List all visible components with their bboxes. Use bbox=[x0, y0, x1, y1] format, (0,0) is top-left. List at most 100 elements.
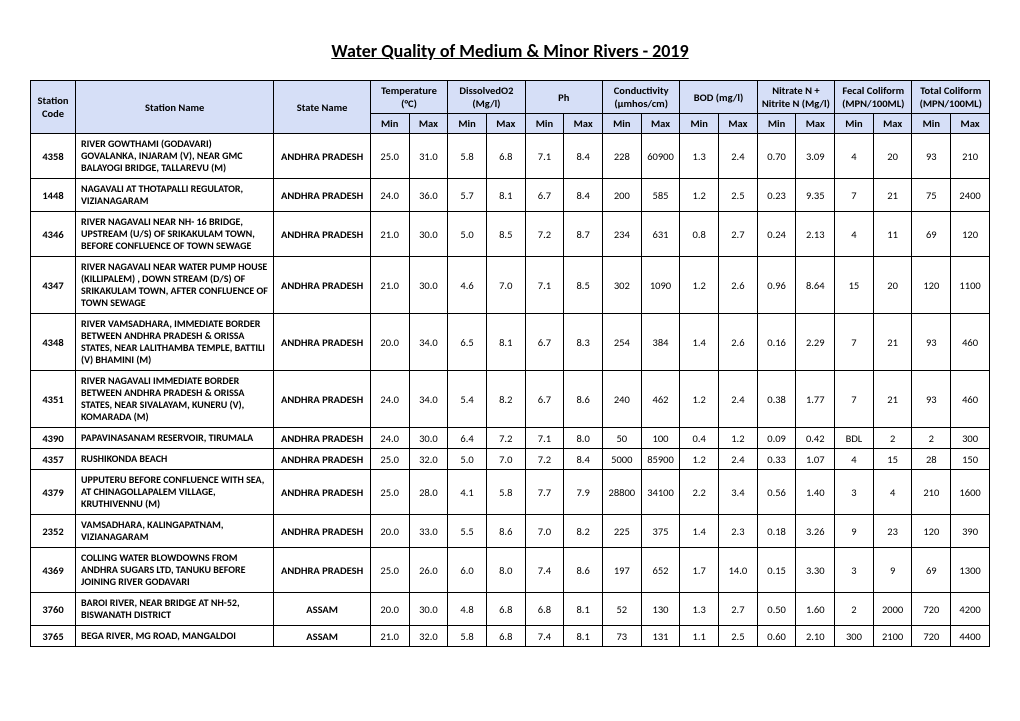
cell-value: 34100 bbox=[641, 470, 680, 515]
cell-value: 1.3 bbox=[680, 593, 719, 626]
cell-value: 1.2 bbox=[680, 449, 719, 470]
cell-state: ASSAM bbox=[274, 626, 370, 647]
cell-value: 8.4 bbox=[564, 179, 603, 212]
cell-value: 2.4 bbox=[719, 134, 758, 179]
cell-value: 210 bbox=[912, 470, 951, 515]
cell-value: 8.1 bbox=[486, 179, 525, 212]
cell-value: 21 bbox=[873, 371, 912, 428]
cell-value: 0.38 bbox=[757, 371, 796, 428]
cell-value: 100 bbox=[641, 428, 680, 449]
cell-value: 5.8 bbox=[448, 134, 487, 179]
cell-value: 7.4 bbox=[525, 626, 564, 647]
cell-value: 460 bbox=[951, 371, 990, 428]
cell-value: 300 bbox=[951, 428, 990, 449]
cell-value: 21.0 bbox=[370, 626, 409, 647]
cell-value: 30.0 bbox=[409, 257, 448, 314]
col-max: Max bbox=[796, 114, 835, 134]
cell-value: 21 bbox=[873, 179, 912, 212]
cell-value: 7.0 bbox=[525, 515, 564, 548]
cell-value: 8.5 bbox=[486, 212, 525, 257]
cell-value: 8.6 bbox=[564, 548, 603, 593]
cell-value: 7.2 bbox=[525, 212, 564, 257]
cell-state: ANDHRA PRADESH bbox=[274, 428, 370, 449]
cell-value: 73 bbox=[602, 626, 641, 647]
cell-value: 36.0 bbox=[409, 179, 448, 212]
cell-value: 4200 bbox=[951, 593, 990, 626]
cell-value: 5.0 bbox=[448, 212, 487, 257]
cell-value: 5.8 bbox=[486, 470, 525, 515]
cell-value: 1.2 bbox=[680, 371, 719, 428]
cell-value: 1090 bbox=[641, 257, 680, 314]
cell-station-name: COLLING WATER BLOWDOWNS FROM ANDHRA SUGA… bbox=[76, 548, 274, 593]
cell-value: 254 bbox=[602, 314, 641, 371]
cell-value: 2.29 bbox=[796, 314, 835, 371]
cell-value: 9 bbox=[835, 515, 874, 548]
cell-value: 93 bbox=[912, 314, 951, 371]
cell-value: 20.0 bbox=[370, 515, 409, 548]
cell-value: 2 bbox=[835, 593, 874, 626]
cell-value: 7.0 bbox=[486, 449, 525, 470]
cell-station-code: 4379 bbox=[31, 470, 76, 515]
col-max: Max bbox=[951, 114, 990, 134]
col-min: Min bbox=[448, 114, 487, 134]
cell-value: 28.0 bbox=[409, 470, 448, 515]
cell-value: 8.3 bbox=[564, 314, 603, 371]
cell-value: 25.0 bbox=[370, 449, 409, 470]
cell-value: 7.1 bbox=[525, 257, 564, 314]
cell-value: 26.0 bbox=[409, 548, 448, 593]
cell-station-code: 4351 bbox=[31, 371, 76, 428]
cell-value: 14.0 bbox=[719, 548, 758, 593]
cell-value: 28 bbox=[912, 449, 951, 470]
cell-value: 1.2 bbox=[719, 428, 758, 449]
cell-value: 210 bbox=[951, 134, 990, 179]
cell-value: 1100 bbox=[951, 257, 990, 314]
cell-value: 197 bbox=[602, 548, 641, 593]
cell-value: 6.0 bbox=[448, 548, 487, 593]
cell-state: ANDHRA PRADESH bbox=[274, 179, 370, 212]
cell-station-name: RIVER GOWTHAMI (GODAVARI) GOVALANKA, INJ… bbox=[76, 134, 274, 179]
cell-station-code: 3765 bbox=[31, 626, 76, 647]
cell-station-name: BAROI RIVER, NEAR BRIDGE AT NH-52, BISWA… bbox=[76, 593, 274, 626]
cell-value: 3.4 bbox=[719, 470, 758, 515]
cell-station-name: RIVER NAGAVALI IMMEDIATE BORDER BETWEEN … bbox=[76, 371, 274, 428]
cell-value: 32.0 bbox=[409, 449, 448, 470]
col-max: Max bbox=[486, 114, 525, 134]
col-group-fecal: Fecal Coliform (MPN/100ML) bbox=[835, 81, 912, 114]
cell-value: 5.4 bbox=[448, 371, 487, 428]
cell-value: 3 bbox=[835, 548, 874, 593]
cell-value: 7.2 bbox=[486, 428, 525, 449]
cell-value: 300 bbox=[835, 626, 874, 647]
cell-value: 9.35 bbox=[796, 179, 835, 212]
cell-value: 34.0 bbox=[409, 371, 448, 428]
cell-value: 0.50 bbox=[757, 593, 796, 626]
cell-station-name: NAGAVALI AT THOTAPALLI REGULATOR, VIZIAN… bbox=[76, 179, 274, 212]
cell-state: ANDHRA PRADESH bbox=[274, 548, 370, 593]
table-row: 4351RIVER NAGAVALI IMMEDIATE BORDER BETW… bbox=[31, 371, 990, 428]
cell-value: 8.6 bbox=[486, 515, 525, 548]
cell-value: 6.7 bbox=[525, 314, 564, 371]
table-row: 4357RUSHIKONDA BEACHANDHRA PRADESH25.032… bbox=[31, 449, 990, 470]
cell-value: 1.77 bbox=[796, 371, 835, 428]
cell-value: 24.0 bbox=[370, 428, 409, 449]
cell-value: 7 bbox=[835, 371, 874, 428]
cell-value: 8.5 bbox=[564, 257, 603, 314]
cell-value: 8.1 bbox=[564, 626, 603, 647]
cell-value: 460 bbox=[951, 314, 990, 371]
cell-value: 2.13 bbox=[796, 212, 835, 257]
cell-value: 2.7 bbox=[719, 593, 758, 626]
cell-value: 240 bbox=[602, 371, 641, 428]
water-quality-table: Station Code Station Name State Name Tem… bbox=[30, 80, 990, 647]
cell-value: 5000 bbox=[602, 449, 641, 470]
cell-value: 5.8 bbox=[448, 626, 487, 647]
cell-value: 7.4 bbox=[525, 548, 564, 593]
cell-station-name: RIVER NAGAVALI NEAR NH- 16 BRIDGE, UPSTR… bbox=[76, 212, 274, 257]
cell-value: 1.2 bbox=[680, 179, 719, 212]
cell-value: 1.7 bbox=[680, 548, 719, 593]
cell-value: 20 bbox=[873, 134, 912, 179]
cell-value: 0.24 bbox=[757, 212, 796, 257]
cell-station-code: 4358 bbox=[31, 134, 76, 179]
col-max: Max bbox=[409, 114, 448, 134]
cell-value: 6.8 bbox=[525, 593, 564, 626]
cell-state: ANDHRA PRADESH bbox=[274, 449, 370, 470]
cell-value: 0.60 bbox=[757, 626, 796, 647]
